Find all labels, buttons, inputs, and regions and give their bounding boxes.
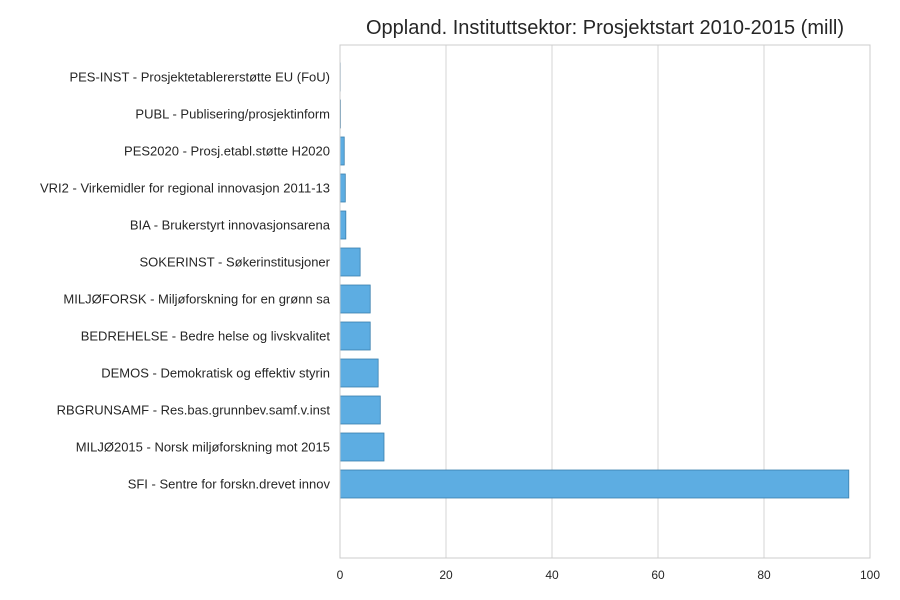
category-label: MILJØ2015 - Norsk miljøforskning mot 201…: [76, 440, 330, 455]
category-label: DEMOS - Demokratisk og effektiv styrin: [101, 366, 330, 381]
bar: [339, 469, 850, 499]
x-tick-label: 40: [545, 568, 559, 582]
bars: [339, 62, 850, 499]
category-label: SOKERINST - Søkerinstitusjoner: [140, 255, 331, 270]
x-tick-label: 100: [860, 568, 880, 582]
category-label: SFI - Sentre for forskn.drevet innov: [128, 477, 331, 492]
category-label: VRI2 - Virkemidler for regional innovasj…: [40, 181, 330, 196]
bar: [339, 247, 361, 277]
x-tick-label: 60: [651, 568, 665, 582]
bar: [339, 395, 381, 425]
category-label: PES-INST - Prosjektetablererstøtte EU (F…: [69, 70, 330, 85]
bar: [339, 173, 346, 203]
x-tick-label: 0: [337, 568, 344, 582]
x-tick-label: 80: [757, 568, 771, 582]
bar: [339, 358, 379, 388]
category-label: BIA - Brukerstyrt innovasjonsarena: [130, 218, 331, 233]
bar: [339, 136, 345, 166]
category-label: MILJØFORSK - Miljøforskning for en grønn…: [63, 292, 330, 307]
category-label: RBGRUNSAMF - Res.bas.grunnbev.samf.v.ins…: [57, 403, 331, 418]
chart-title: Oppland. Instituttsektor: Prosjektstart …: [366, 17, 844, 39]
category-labels: PES-INST - Prosjektetablererstøtte EU (F…: [40, 70, 331, 492]
category-label: PES2020 - Prosj.etabl.støtte H2020: [124, 144, 330, 159]
bar: [339, 210, 347, 240]
category-label: PUBL - Publisering/prosjektinform: [135, 107, 330, 122]
bar: [339, 284, 371, 314]
x-tick-label: 20: [439, 568, 453, 582]
bar: [339, 321, 371, 351]
x-tick-labels: 0 20 40 60 80 100: [337, 568, 881, 582]
bar: [339, 432, 385, 462]
plot-frame: [339, 44, 871, 559]
category-label: BEDREHELSE - Bedre helse og livskvalitet: [81, 329, 331, 344]
